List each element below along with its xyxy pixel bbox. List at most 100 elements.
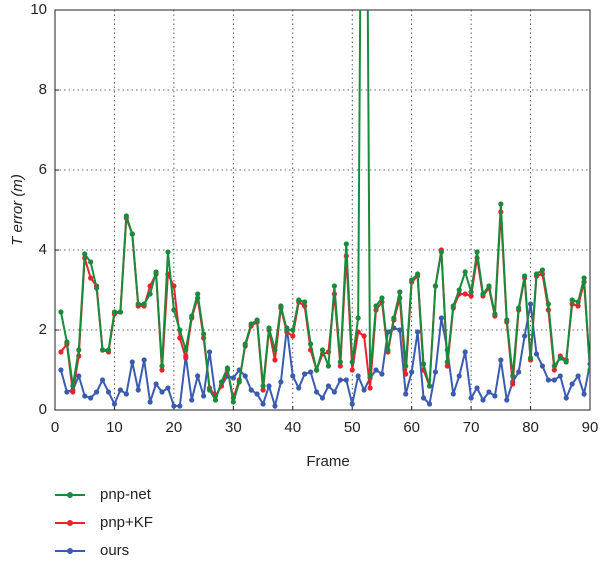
- data-point: [533, 351, 540, 357]
- data-point: [492, 393, 498, 399]
- y-tick-label: 4: [39, 241, 47, 258]
- data-point: [498, 357, 504, 363]
- data-point: [165, 385, 171, 391]
- data-point: [397, 289, 403, 295]
- data-point: [159, 389, 165, 395]
- data-point: [403, 363, 409, 369]
- x-tick-label: 70: [463, 419, 480, 436]
- data-point: [183, 355, 189, 361]
- data-point: [70, 383, 76, 389]
- plot-area: [58, 10, 590, 410]
- data-point: [58, 367, 64, 373]
- data-point: [420, 395, 427, 401]
- data-point: [218, 379, 225, 385]
- data-point: [147, 291, 153, 297]
- data-point: [319, 395, 326, 401]
- data-point: [195, 373, 201, 379]
- data-point: [189, 313, 195, 319]
- data-point: [569, 297, 575, 303]
- data-point: [58, 309, 64, 315]
- data-point: [153, 381, 159, 387]
- data-point: [545, 301, 551, 307]
- y-tick-label: 10: [30, 1, 47, 18]
- data-point: [99, 347, 106, 353]
- data-point: [105, 389, 112, 395]
- data-point: [254, 317, 260, 323]
- data-point: [587, 367, 590, 373]
- data-point: [492, 311, 498, 317]
- data-point: [373, 303, 379, 309]
- data-point: [367, 373, 373, 379]
- data-point: [343, 377, 349, 383]
- x-tick-label: 10: [106, 419, 123, 436]
- data-point: [349, 359, 355, 365]
- data-point: [278, 379, 284, 385]
- data-point: [159, 367, 165, 373]
- data-point: [266, 383, 272, 389]
- data-point: [260, 387, 266, 393]
- plot-frame: [54, 9, 591, 411]
- data-point: [171, 307, 177, 313]
- data-point: [141, 301, 147, 307]
- data-point: [575, 373, 581, 379]
- data-point: [290, 327, 296, 333]
- data-point: [177, 403, 183, 409]
- data-point: [117, 309, 123, 315]
- data-point: [290, 373, 296, 379]
- data-point: [397, 327, 403, 333]
- data-point: [504, 397, 510, 403]
- y-tick-label: 8: [39, 81, 47, 98]
- data-point: [272, 347, 278, 353]
- y-axis-label: T error (m): [9, 174, 26, 246]
- data-point: [361, 387, 367, 393]
- data-point: [426, 383, 433, 389]
- data-point: [99, 377, 106, 383]
- data-point: [206, 387, 213, 393]
- data-point: [284, 327, 290, 333]
- data-point: [432, 283, 439, 289]
- data-point: [82, 393, 88, 399]
- data-point: [58, 349, 64, 355]
- data-point: [290, 333, 296, 339]
- data-point: [201, 331, 207, 337]
- data-point: [165, 249, 171, 255]
- data-point: [432, 369, 439, 375]
- x-tick-label: 40: [284, 419, 301, 436]
- data-point: [254, 391, 260, 397]
- data-point: [260, 383, 266, 389]
- data-point: [444, 363, 450, 369]
- data-point: [444, 359, 450, 365]
- data-point: [468, 293, 474, 299]
- y-tick-label: 2: [39, 321, 47, 338]
- data-point: [88, 259, 94, 265]
- x-tick-label: 60: [403, 419, 420, 436]
- data-point: [296, 385, 302, 391]
- data-point: [266, 325, 272, 331]
- legend-marker: [67, 520, 73, 526]
- x-tick-label: 90: [582, 419, 599, 436]
- data-point: [539, 267, 546, 273]
- data-point: [206, 349, 213, 355]
- data-point: [385, 347, 391, 353]
- data-point: [510, 373, 516, 379]
- data-point: [522, 333, 528, 339]
- data-point: [105, 347, 112, 353]
- data-point: [94, 285, 100, 291]
- data-point: [82, 251, 88, 257]
- data-point: [88, 275, 94, 281]
- data-point: [415, 271, 421, 277]
- data-point: [308, 369, 314, 375]
- data-point: [462, 349, 468, 355]
- data-point: [480, 397, 486, 403]
- data-point: [195, 291, 201, 297]
- legend-label: pnp-net: [100, 486, 152, 503]
- data-point: [474, 385, 480, 391]
- data-point: [468, 289, 474, 295]
- data-point: [171, 283, 177, 289]
- x-tick-label: 30: [225, 419, 242, 436]
- data-point: [557, 373, 563, 379]
- data-point: [545, 377, 551, 383]
- data-point: [355, 315, 361, 321]
- data-point: [64, 339, 70, 345]
- data-point: [343, 241, 349, 247]
